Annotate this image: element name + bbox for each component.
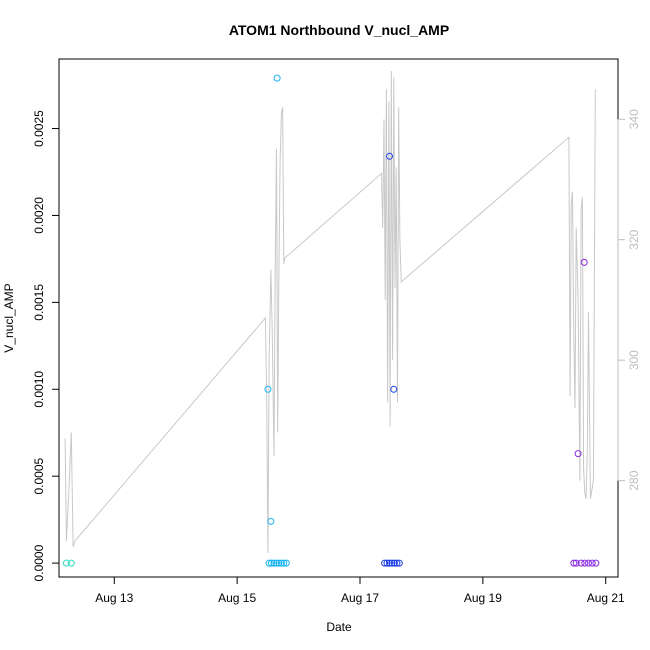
x-tick-label: Aug 19	[464, 591, 502, 605]
data-point	[390, 385, 398, 393]
y-axis-label: V_nucl_AMP	[2, 283, 16, 352]
y-axis: 0.0000 0.0005 0.0010 0.0015 0.0020 0.0025	[32, 110, 60, 581]
data-point	[277, 559, 285, 567]
data-point	[390, 559, 398, 567]
x-axis: Aug 13 Aug 15 Aug 17 Aug 19 Aug 21	[95, 576, 625, 605]
x-tick-label: Aug 17	[341, 591, 379, 605]
data-point	[580, 258, 588, 266]
data-point	[264, 385, 272, 393]
data-point	[280, 559, 288, 567]
data-point	[383, 559, 391, 567]
data-point	[273, 74, 281, 82]
data-point	[395, 559, 403, 567]
data-point	[393, 559, 401, 567]
data-point	[282, 559, 290, 567]
y-tick-label: 0.0015	[32, 284, 46, 321]
data-point	[270, 559, 278, 567]
y2-tick-label: 300	[627, 350, 641, 370]
y2-axis: 280 300 320 340	[617, 109, 641, 491]
x-axis-label: Date	[326, 620, 352, 634]
data-point	[388, 559, 396, 567]
data-point	[268, 559, 275, 567]
data-point	[267, 517, 275, 525]
data-point	[570, 559, 578, 567]
data-point	[592, 559, 600, 567]
data-point	[386, 152, 393, 160]
y2-tick-label: 340	[627, 109, 641, 129]
data-point	[572, 559, 580, 567]
data-point	[585, 559, 592, 567]
points-layer	[62, 74, 600, 567]
data-point	[67, 559, 75, 567]
data-point	[275, 559, 283, 567]
chart-title: ATOM1 Northbound V_nucl_AMP	[229, 22, 449, 38]
plot-frame	[58, 58, 619, 578]
data-point	[588, 559, 596, 567]
x-tick-label: Aug 21	[587, 591, 625, 605]
data-point	[62, 559, 70, 567]
data-point	[581, 559, 589, 567]
x-tick-label: Aug 15	[218, 591, 256, 605]
data-point	[574, 450, 582, 458]
y2-tick-label: 320	[627, 229, 641, 249]
data-point	[381, 559, 389, 567]
y-tick-label: 0.0010	[32, 371, 46, 408]
y-tick-label: 0.0025	[32, 110, 46, 147]
y-tick-label: 0.0005	[32, 458, 46, 495]
data-point	[265, 559, 273, 567]
data-point	[577, 559, 585, 567]
x-tick-label: Aug 13	[95, 591, 133, 605]
data-point	[273, 559, 280, 567]
y-tick-label: 0.0000	[32, 544, 46, 581]
y-tick-label: 0.0020	[32, 197, 46, 234]
y2-tick-label: 280	[627, 470, 641, 490]
secondary-series-line	[64, 70, 596, 553]
secondary-line-layer	[64, 70, 596, 553]
data-point	[386, 559, 393, 567]
